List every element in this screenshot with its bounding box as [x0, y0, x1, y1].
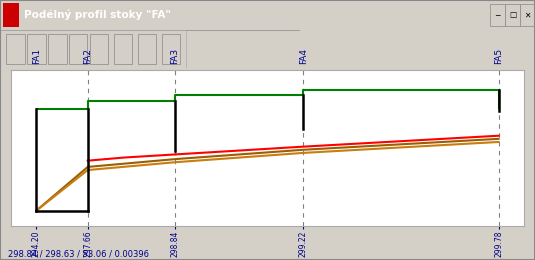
Bar — [162, 34, 180, 64]
Text: Podélný profil stoky "FA": Podélný profil stoky "FA" — [24, 9, 171, 21]
Bar — [114, 34, 133, 64]
Text: □: □ — [509, 10, 516, 20]
Bar — [48, 34, 66, 64]
Bar — [27, 34, 45, 64]
Text: FA4: FA4 — [299, 48, 308, 64]
Bar — [69, 34, 88, 64]
Text: 298.84 / 298.63 / 53.06 / 0.00396: 298.84 / 298.63 / 53.06 / 0.00396 — [8, 250, 149, 259]
Text: FA5: FA5 — [494, 48, 503, 64]
Bar — [505, 4, 520, 26]
Text: ─: ─ — [495, 10, 500, 20]
Bar — [3, 3, 19, 27]
Bar — [520, 4, 535, 26]
Text: FA2: FA2 — [83, 48, 92, 64]
Text: FA3: FA3 — [171, 48, 180, 64]
Bar — [0, 30, 186, 68]
Bar — [138, 34, 156, 64]
Text: FA1: FA1 — [32, 48, 41, 64]
Text: ✕: ✕ — [524, 10, 531, 20]
Bar — [90, 34, 109, 64]
Bar — [490, 4, 505, 26]
Bar — [6, 34, 25, 64]
